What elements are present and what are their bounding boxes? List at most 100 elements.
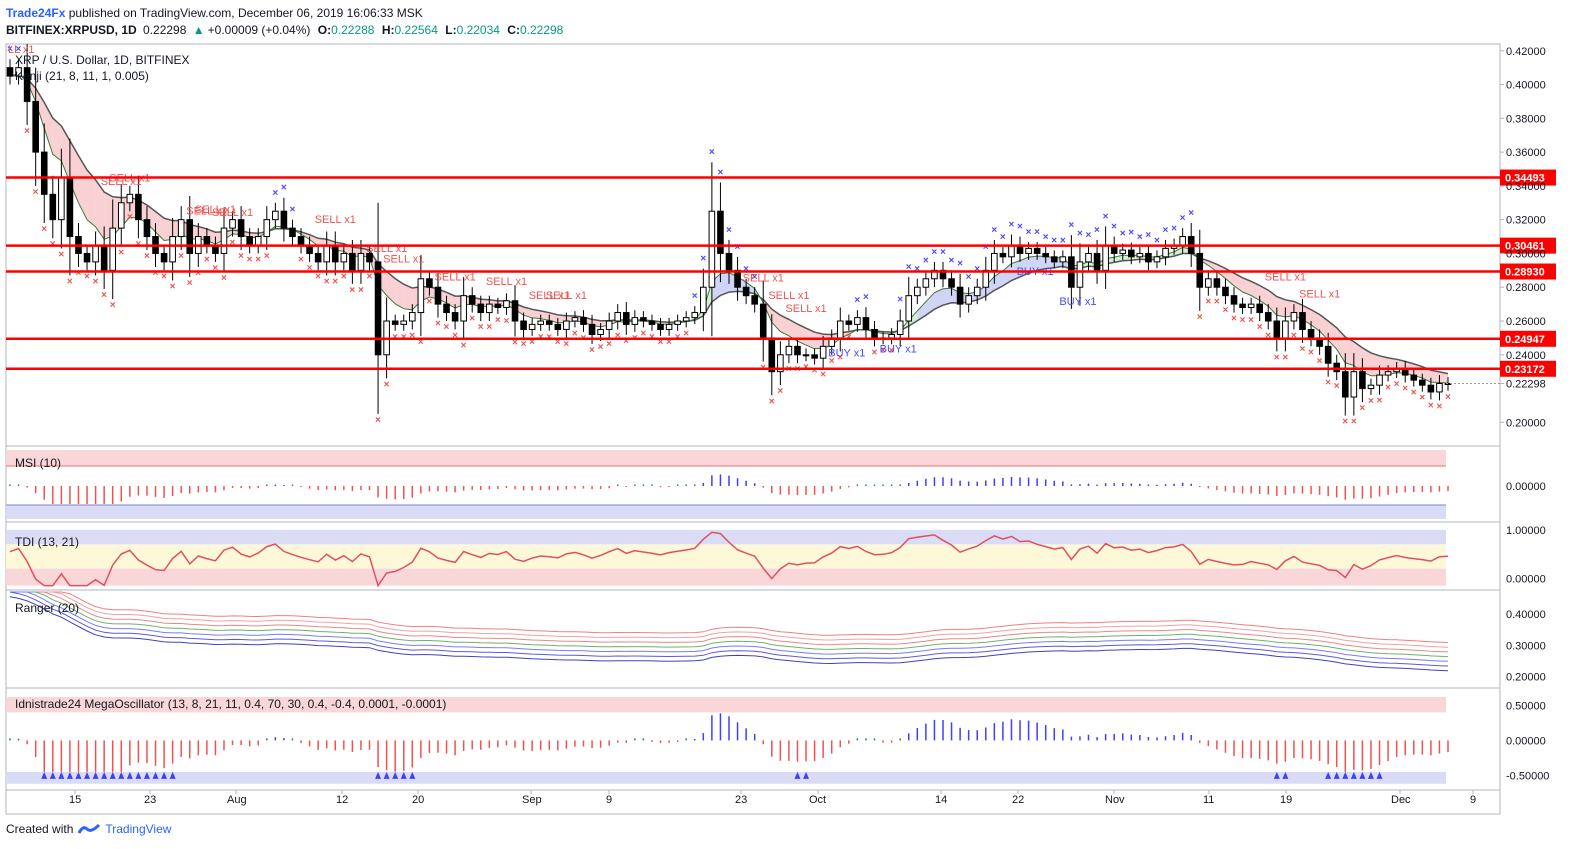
candle-down [511, 300, 519, 322]
sell-signal-label: SELL x1 [785, 303, 826, 315]
sell-marker: × [1377, 396, 1383, 407]
kenji-cloud-segment [1268, 290, 1277, 316]
mega-buy-triangle [1325, 771, 1332, 779]
kenji-cloud-segment [78, 155, 88, 220]
candle-up [486, 303, 493, 314]
kenji-cloud-segment [934, 288, 943, 310]
candle-down [451, 312, 459, 322]
candle-down [374, 261, 382, 356]
sell-marker: × [230, 238, 236, 249]
mega-buy-triangle [66, 771, 73, 779]
candle-down [1230, 295, 1238, 305]
sell-marker: × [452, 330, 458, 341]
tdi-pane [6, 529, 1449, 588]
main-price-pane[interactable]: × ××××××× × ××××××× ×××××××××× × × ×× ××××× × × ×× ×… [6, 44, 1556, 428]
time-tick-label: 11 [1203, 794, 1214, 806]
sell-marker: × [118, 248, 124, 259]
candle-up [1179, 236, 1186, 246]
kenji-cloud-segment [549, 312, 558, 323]
sell-signal-label: SELL x1 [383, 254, 424, 266]
kenji-cloud-segment [1370, 352, 1380, 376]
candle-down [742, 286, 750, 297]
kenji-cloud-segment [771, 309, 781, 332]
ranger-band-line [10, 591, 1449, 653]
candle-up [1136, 252, 1144, 258]
candle-up [1162, 247, 1169, 258]
sell-marker: × [495, 315, 501, 326]
buy-marker: × [717, 168, 723, 179]
candle-down [1307, 328, 1315, 339]
sell-marker: × [1385, 382, 1391, 393]
kenji-cloud-segment [1311, 309, 1320, 331]
kenji-cloud-segment [1353, 341, 1363, 373]
sell-marker: × [1291, 330, 1297, 341]
chart-area[interactable]: × ××××××× × ××××××× ×××××××××× × × ×× ××××× × × ×× ×… [0, 40, 1572, 815]
sell-marker: × [1282, 352, 1288, 363]
sell-marker: × [1351, 417, 1357, 428]
buy-marker: × [752, 272, 758, 283]
buy-marker: × [940, 247, 946, 258]
candle-up [15, 67, 22, 77]
mega-buy-triangle [169, 771, 176, 779]
buy-marker: × [983, 242, 989, 253]
tradingview-link[interactable]: TradingView [105, 822, 172, 836]
mega-buy-triangle [409, 771, 416, 779]
buy-marker: × [272, 188, 278, 199]
megaoscillator-pane [6, 697, 1449, 784]
candle-up [1102, 244, 1109, 271]
time-tick-label: 23 [735, 794, 747, 806]
candle-down [1222, 286, 1229, 297]
time-tick-label: Sep [522, 794, 542, 806]
candle-down [657, 323, 664, 330]
candle-down [1033, 247, 1041, 254]
sell-marker: × [615, 330, 621, 341]
candle-down [1256, 303, 1263, 314]
candle-down [1341, 371, 1349, 398]
kenji-cloud-segment [1276, 296, 1286, 317]
buy-marker: × [897, 295, 903, 306]
time-tick-label: 19 [1280, 794, 1292, 806]
mega-buy-triangle [1367, 771, 1374, 779]
mega-buy-triangle [152, 771, 159, 779]
sell-marker: × [486, 322, 492, 333]
buy-marker: × [1077, 228, 1083, 239]
candle-down [725, 252, 733, 271]
candle-up [614, 312, 622, 322]
kenji-cloud-segment [925, 292, 935, 316]
kenji-cloud-segment [95, 179, 105, 240]
tradingview-logo-icon [78, 823, 101, 834]
mega-buy-triangle [161, 771, 168, 779]
candle-down [246, 236, 253, 246]
sell-signal-label: SELL x1 [186, 205, 227, 217]
price-tick-label: 0.38000 [1506, 113, 1546, 125]
candle-down [588, 323, 596, 336]
time-tick-label: 22 [1012, 794, 1024, 806]
sell-marker: × [837, 352, 843, 363]
candle-up [888, 334, 895, 339]
sell-marker: × [212, 263, 218, 274]
buy-marker: × [923, 255, 929, 266]
time-tick-label: 9 [1470, 794, 1476, 806]
buy-marker: × [692, 291, 698, 302]
mega-buy-triangle [1333, 771, 1340, 779]
pane-labels: XRP / U.S. Dollar, 1D, BITFINEX Kenji (2… [15, 53, 446, 711]
high-value: 0.22564 [394, 23, 438, 37]
candle-down [580, 317, 587, 325]
candle-up [1085, 252, 1092, 263]
buy-marker: × [1111, 222, 1117, 233]
candle-down [1419, 379, 1426, 386]
sell-marker: × [1402, 383, 1408, 394]
sell-marker: × [529, 337, 535, 348]
buy-marker: × [1154, 235, 1160, 246]
kenji-cloud-segment [720, 272, 729, 296]
sell-marker: × [195, 268, 201, 279]
candle-up [1367, 384, 1375, 390]
candle-down [434, 286, 442, 305]
buy-marker: × [16, 44, 22, 55]
author-name[interactable]: Trade24Fx [6, 6, 66, 20]
buy-marker: × [931, 247, 937, 258]
time-tick-label: 12 [336, 794, 348, 806]
sell-marker: × [93, 276, 99, 287]
candle-up [571, 317, 579, 322]
candle-down [622, 312, 630, 325]
